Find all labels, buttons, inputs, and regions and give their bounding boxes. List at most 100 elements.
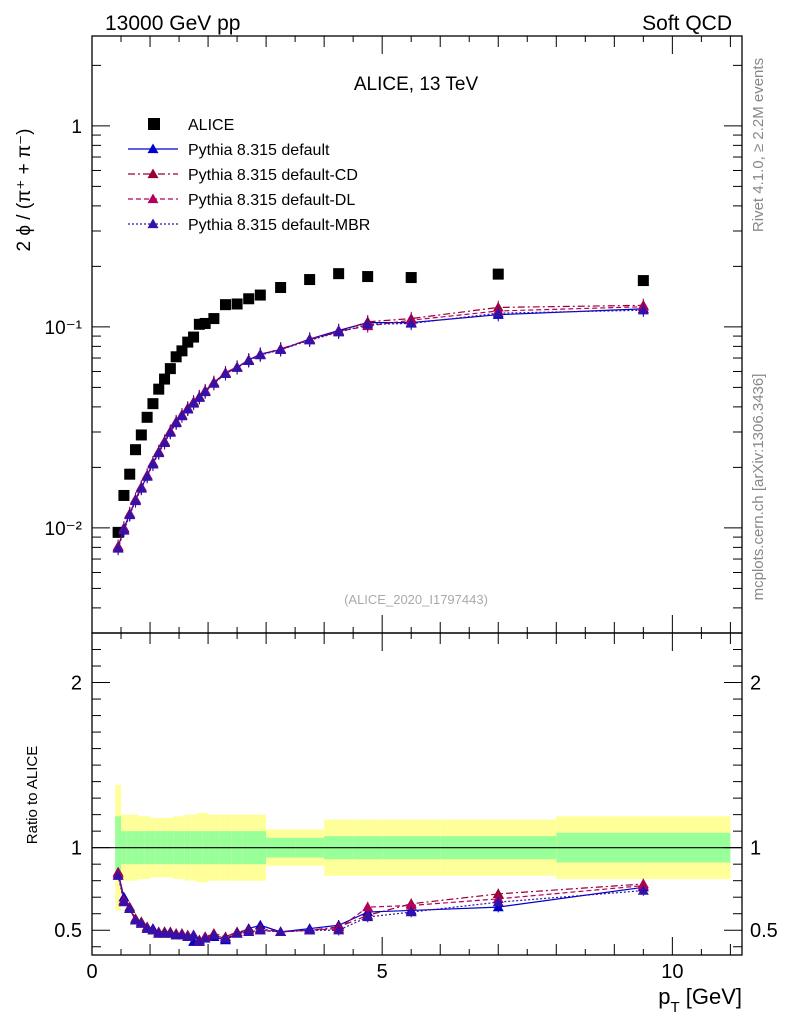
alice-point — [118, 489, 130, 501]
ratio-point — [492, 896, 504, 907]
mc-point — [147, 458, 159, 469]
ratio-y-tick-label-right: 2 — [750, 673, 761, 695]
alice-point — [112, 526, 124, 538]
mc-point — [492, 307, 504, 318]
series-line — [117, 309, 644, 549]
mc-point — [243, 355, 255, 365]
y-tick-label: 10⁻² — [45, 519, 83, 540]
mc-point — [219, 368, 231, 378]
alice-point — [130, 444, 142, 456]
alice-point — [135, 429, 147, 441]
mc-point — [124, 509, 136, 520]
x-axis-label: pT [GeV] — [658, 984, 742, 1016]
ratio-point — [275, 926, 287, 937]
x-tick-label: 5 — [377, 961, 388, 983]
legend-label: Pythia 8.315 default — [188, 142, 330, 159]
alice-point — [124, 468, 136, 480]
ratio-point — [135, 918, 147, 928]
mc-point — [130, 495, 142, 506]
legend-label: Pythia 8.315 default-CD — [188, 167, 358, 184]
alice-point — [362, 271, 374, 283]
ratio-line — [117, 873, 644, 943]
alice-point — [304, 274, 316, 286]
alice-point — [193, 318, 205, 330]
mc-point — [170, 417, 182, 428]
legend-marker — [148, 118, 160, 130]
legend-marker — [147, 168, 159, 179]
alice-point — [333, 268, 345, 280]
legend: ALICE Pythia 8.315 default Pythia 8.315 de… — [128, 117, 370, 234]
alice-point — [153, 383, 165, 395]
ratio-y-tick-label: 1 — [71, 838, 82, 860]
mc-point — [275, 344, 287, 354]
alice-point — [219, 299, 231, 311]
legend-label: Pythia 8.315 default-MBR — [188, 217, 370, 234]
ratio-point — [243, 926, 255, 937]
mc-point — [159, 437, 171, 447]
legend-label: Pythia 8.315 default-DL — [188, 192, 355, 209]
alice-point — [199, 317, 211, 329]
alice-point — [405, 272, 417, 284]
ratio-y-axis-label: Ratio to ALICE — [24, 746, 41, 844]
mc-point — [193, 392, 205, 402]
alice-point — [147, 398, 159, 410]
ratio-point — [637, 885, 649, 895]
ratio-point — [362, 911, 374, 922]
ratio-point — [147, 924, 159, 935]
mc-point — [118, 525, 130, 535]
ratio-point — [405, 906, 417, 917]
ratio-y-tick-label-right: 0.5 — [750, 920, 778, 942]
ratio-point — [199, 932, 211, 943]
alice-point — [188, 331, 200, 343]
mc-point — [304, 334, 316, 345]
mc-point — [182, 403, 194, 414]
mcplots-label: mcplots.cern.ch [arXiv:1306.3436] — [750, 374, 767, 601]
alice-point — [637, 275, 649, 287]
legend-marker — [147, 193, 159, 204]
ratio-point — [304, 924, 316, 935]
y-tick-label: 1 — [71, 117, 82, 138]
mc-point — [208, 378, 220, 388]
series-line — [117, 306, 644, 548]
series-line — [117, 308, 644, 548]
alice-point — [231, 298, 243, 310]
mc-point — [188, 397, 200, 408]
alice-point — [208, 313, 220, 325]
ratio-point — [112, 870, 124, 880]
mc-point — [164, 427, 176, 437]
ratio-frame — [91, 632, 743, 956]
ratio-point — [124, 903, 136, 913]
alice-point — [164, 363, 176, 375]
alice-point — [182, 336, 194, 348]
ratio-point — [130, 914, 142, 925]
y-tick-label: 10⁻¹ — [45, 318, 83, 339]
ratio-point — [405, 899, 417, 910]
rivet-label: Rivet 4.1.0, ≥ 2.2M events — [750, 58, 767, 232]
mc-point — [254, 349, 266, 360]
ratio-point — [193, 936, 205, 946]
plot-title: ALICE, 13 TeV — [354, 74, 479, 95]
ratio-point — [333, 924, 345, 935]
ratio-panel: Ratio to ALICE pT [GeV] 0 5 10 0.5 0.5 1 1 2 2 — [24, 632, 778, 1016]
mc-point — [231, 362, 243, 372]
alice-point — [254, 289, 266, 301]
header-right: Soft QCD — [642, 12, 732, 35]
ratio-y-tick-label-right: 1 — [750, 838, 761, 860]
ratio-point — [231, 928, 243, 938]
ratio-point — [492, 888, 504, 899]
alice-point — [176, 345, 188, 357]
legend-label: ALICE — [188, 117, 234, 134]
mc-point — [333, 326, 345, 337]
ratio-point — [188, 929, 200, 940]
mc-point — [153, 447, 165, 458]
alice-point — [492, 268, 504, 280]
ratio-y-tick-label: 2 — [71, 673, 82, 695]
ratio-point — [208, 929, 220, 940]
ratio-point — [118, 896, 130, 907]
ratio-point — [219, 932, 231, 943]
ratio-point — [254, 924, 266, 935]
legend-marker — [147, 218, 159, 229]
x-tick-label: 10 — [661, 961, 683, 983]
ratio-point — [637, 880, 649, 890]
